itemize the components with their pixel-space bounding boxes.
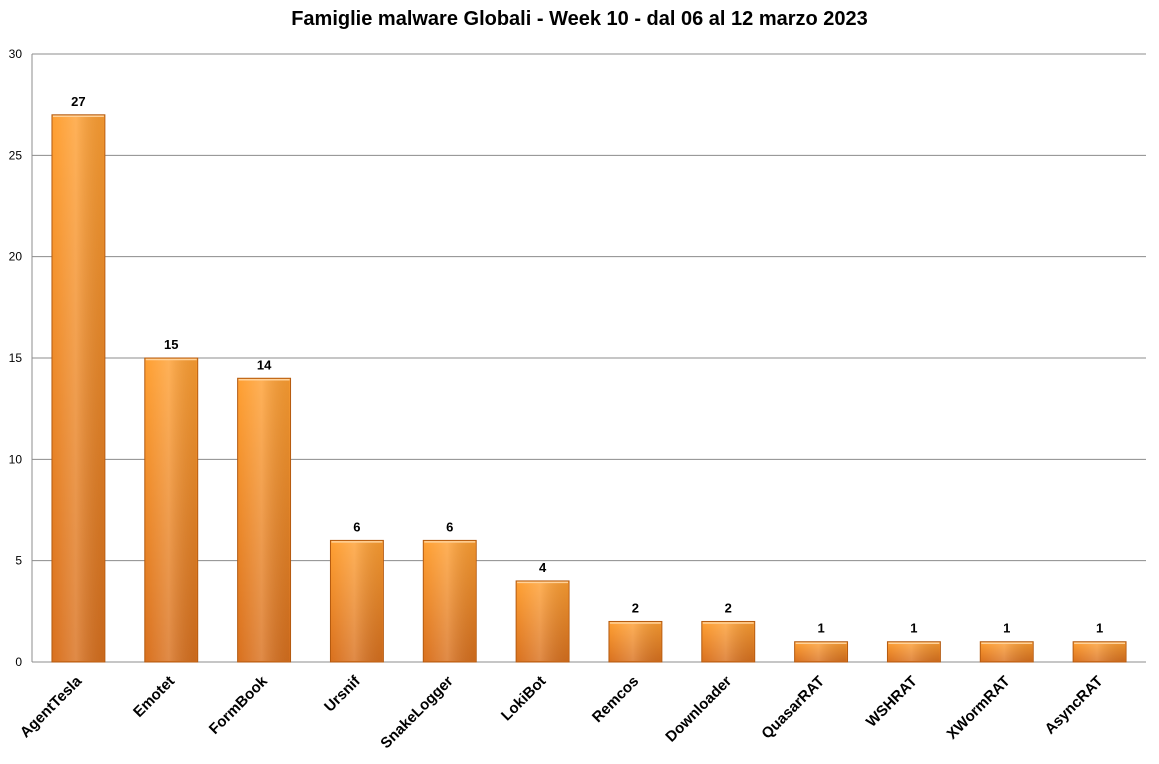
x-tick-label: SnakeLogger [377, 673, 456, 752]
bar-highlight [331, 541, 383, 661]
data-label: 6 [353, 519, 360, 534]
bar-highlight [609, 622, 661, 661]
bar-highlight [702, 622, 754, 661]
x-tick-label: Ursnif [321, 672, 364, 715]
bar-highlight [981, 642, 1033, 661]
data-label: 27 [71, 94, 85, 109]
x-tick-label: AgentTesla [17, 672, 86, 741]
x-tick-label: AsyncRAT [1042, 673, 1107, 738]
y-tick-label: 0 [15, 655, 22, 669]
x-tick-label: FormBook [206, 672, 272, 738]
x-tick-label: XWormRAT [944, 673, 1014, 743]
data-label: 2 [725, 600, 732, 615]
x-tick-label: QuasarRAT [758, 673, 828, 743]
y-tick-label: 10 [9, 452, 23, 466]
bar-highlight [52, 115, 104, 662]
y-tick-label: 25 [9, 148, 23, 162]
bar-highlight [517, 581, 569, 661]
bar-highlight [145, 359, 197, 661]
data-label: 1 [817, 621, 824, 636]
bar-highlight [795, 642, 847, 661]
data-label: 4 [539, 560, 547, 575]
y-tick-label: 30 [9, 47, 23, 61]
data-label: 1 [1003, 621, 1010, 636]
data-label: 2 [632, 600, 639, 615]
data-label: 1 [910, 621, 917, 636]
x-tick-label: Downloader [662, 673, 735, 746]
data-label: 6 [446, 519, 453, 534]
x-tick-label: WSHRAT [863, 673, 921, 731]
y-tick-label: 15 [9, 351, 23, 365]
bar-highlight [424, 541, 476, 661]
x-tick-label: Emotet [130, 673, 178, 721]
chart-title: Famiglie malware Globali - Week 10 - dal… [291, 8, 868, 30]
data-label: 15 [164, 337, 178, 352]
x-tick-label: Remcos [589, 673, 642, 726]
bar-highlight [1074, 642, 1126, 661]
y-tick-label: 20 [9, 250, 23, 264]
bar-highlight [238, 379, 290, 661]
data-label: 1 [1096, 621, 1103, 636]
x-tick-label: LokiBot [498, 673, 549, 724]
data-label: 14 [257, 357, 272, 372]
y-tick-label: 5 [15, 554, 22, 568]
bar-highlight [888, 642, 940, 661]
